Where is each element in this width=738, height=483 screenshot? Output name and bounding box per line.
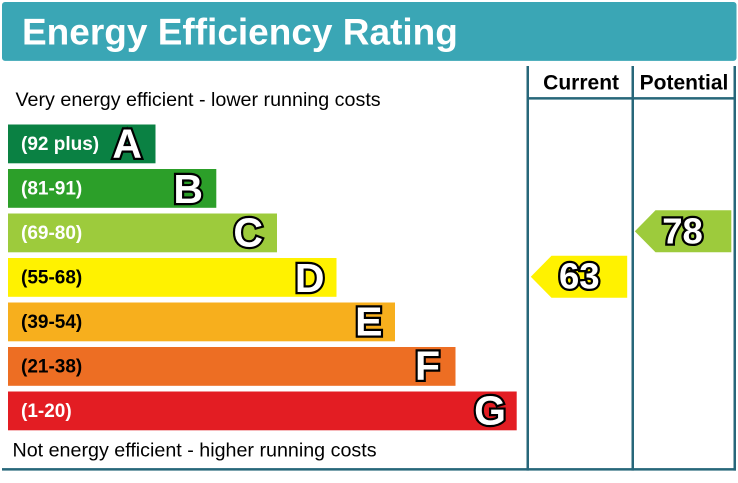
svg-text:63: 63	[559, 256, 600, 297]
svg-text:D: D	[295, 255, 325, 301]
svg-text:Very energy efficient - lower: Very energy efficient - lower running co…	[16, 89, 381, 111]
svg-text:Energy Efficiency Rating: Energy Efficiency Rating	[22, 12, 458, 53]
svg-text:A: A	[112, 121, 142, 167]
svg-text:F: F	[415, 343, 440, 389]
svg-text:(92 plus): (92 plus)	[21, 134, 99, 155]
svg-text:(21-38): (21-38)	[21, 357, 82, 378]
svg-text:G: G	[474, 388, 506, 434]
svg-text:(69-80): (69-80)	[21, 223, 82, 244]
svg-text:(55-68): (55-68)	[21, 268, 82, 289]
svg-text:Potential: Potential	[640, 72, 729, 95]
svg-text:Not energy efficient - higher: Not energy efficient - higher running co…	[13, 440, 377, 462]
svg-text:E: E	[355, 299, 382, 345]
svg-text:Current: Current	[543, 72, 619, 95]
svg-text:78: 78	[662, 211, 703, 252]
svg-text:(1-20): (1-20)	[21, 401, 72, 422]
svg-text:(81-91): (81-91)	[21, 179, 82, 200]
svg-text:C: C	[233, 210, 263, 256]
svg-text:B: B	[173, 166, 203, 212]
svg-text:(39-54): (39-54)	[21, 312, 82, 333]
